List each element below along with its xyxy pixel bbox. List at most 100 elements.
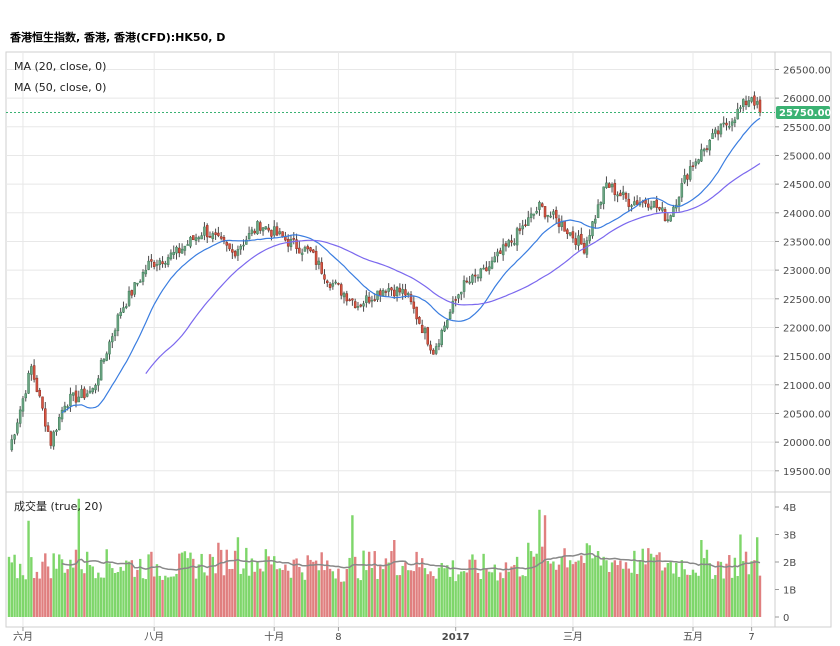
candle <box>272 226 276 236</box>
volume-bar <box>591 558 594 617</box>
volume-tick-label: 2B <box>783 558 796 569</box>
price-tick-label: 21500.00 <box>783 352 831 363</box>
candle <box>236 249 240 256</box>
candle <box>331 283 335 287</box>
volume-bar <box>97 572 100 617</box>
volume-bar <box>554 569 558 617</box>
volume-bar <box>446 565 449 617</box>
candle <box>443 325 446 332</box>
volume-bar <box>596 551 600 617</box>
candle <box>691 165 695 168</box>
candle <box>594 218 597 224</box>
volume-bar <box>38 578 41 617</box>
candle <box>630 205 633 207</box>
candle <box>462 280 466 292</box>
volume-bar <box>610 562 614 617</box>
candle <box>55 430 58 432</box>
volume-bar <box>13 554 16 617</box>
candle <box>348 299 351 301</box>
volume-bar <box>474 559 477 617</box>
volume-bar <box>415 551 418 617</box>
candle <box>406 293 410 295</box>
volume-bar <box>116 572 120 617</box>
candle <box>141 272 145 282</box>
candle <box>440 329 443 345</box>
volume-bar <box>722 578 725 617</box>
volume-bar <box>211 556 215 617</box>
candle <box>41 396 44 409</box>
candle <box>487 266 491 271</box>
volume-bar <box>750 561 753 617</box>
candle <box>85 393 89 397</box>
candle <box>281 231 284 238</box>
volume-bar <box>152 576 156 617</box>
candle <box>722 122 725 125</box>
candle <box>423 328 427 334</box>
candle <box>91 388 95 393</box>
candle <box>432 349 435 355</box>
volume-bar <box>412 571 416 617</box>
candle <box>574 238 577 245</box>
volume-bar <box>580 555 583 617</box>
candle <box>233 251 237 257</box>
legend-ma50[interactable]: MA (50, close, 0) <box>14 81 106 94</box>
volume-bar <box>85 551 89 617</box>
candle <box>733 119 737 123</box>
volume-bar <box>326 560 329 617</box>
candle <box>644 200 647 204</box>
legend-ma20[interactable]: MA (20, close, 0) <box>14 60 106 73</box>
candle <box>753 95 756 106</box>
candle <box>298 247 301 254</box>
candle <box>150 259 153 262</box>
volume-bar <box>139 558 142 617</box>
candle <box>10 439 14 451</box>
volume-bar <box>312 561 315 617</box>
candle <box>155 264 159 266</box>
volume-bar <box>582 562 586 617</box>
volume-bar <box>55 568 58 617</box>
volume-bar <box>568 560 572 617</box>
candle <box>127 290 131 306</box>
volume-bar <box>744 551 748 617</box>
volume-bar <box>356 578 360 617</box>
volume-bar <box>680 560 684 617</box>
candle <box>77 396 81 403</box>
volume-bar <box>652 557 656 617</box>
volume-bar <box>231 568 234 617</box>
volume-bar <box>700 540 703 617</box>
volume-bar <box>16 578 19 617</box>
candle <box>499 250 502 254</box>
volume-bar <box>633 550 636 617</box>
legend-volume[interactable]: 成交量 (true, 20) <box>14 499 103 513</box>
volume-bar <box>206 575 209 617</box>
candle <box>454 299 457 301</box>
candle <box>323 274 326 280</box>
volume-bar <box>499 572 502 617</box>
candle <box>546 214 550 217</box>
volume-bar <box>624 562 628 617</box>
volume-bar <box>487 571 491 617</box>
volume-bars <box>7 498 762 617</box>
candle <box>247 233 251 240</box>
candle <box>755 101 759 105</box>
volume-bar <box>365 570 368 617</box>
volume-bar <box>345 569 349 617</box>
volume-bar <box>619 560 622 617</box>
candle <box>261 227 265 232</box>
candle <box>473 274 477 277</box>
volume-bar <box>527 542 530 617</box>
volume-bar <box>468 559 471 617</box>
candle <box>309 247 312 252</box>
volume-bar <box>49 578 53 617</box>
candle <box>292 238 296 240</box>
candle <box>560 221 564 227</box>
volume-bar <box>404 562 407 617</box>
candle <box>563 220 566 232</box>
candle <box>208 236 212 238</box>
candle <box>633 201 636 206</box>
volume-bar <box>303 579 307 617</box>
volume-bar <box>275 569 279 617</box>
candle <box>183 245 187 251</box>
candle <box>192 235 195 241</box>
